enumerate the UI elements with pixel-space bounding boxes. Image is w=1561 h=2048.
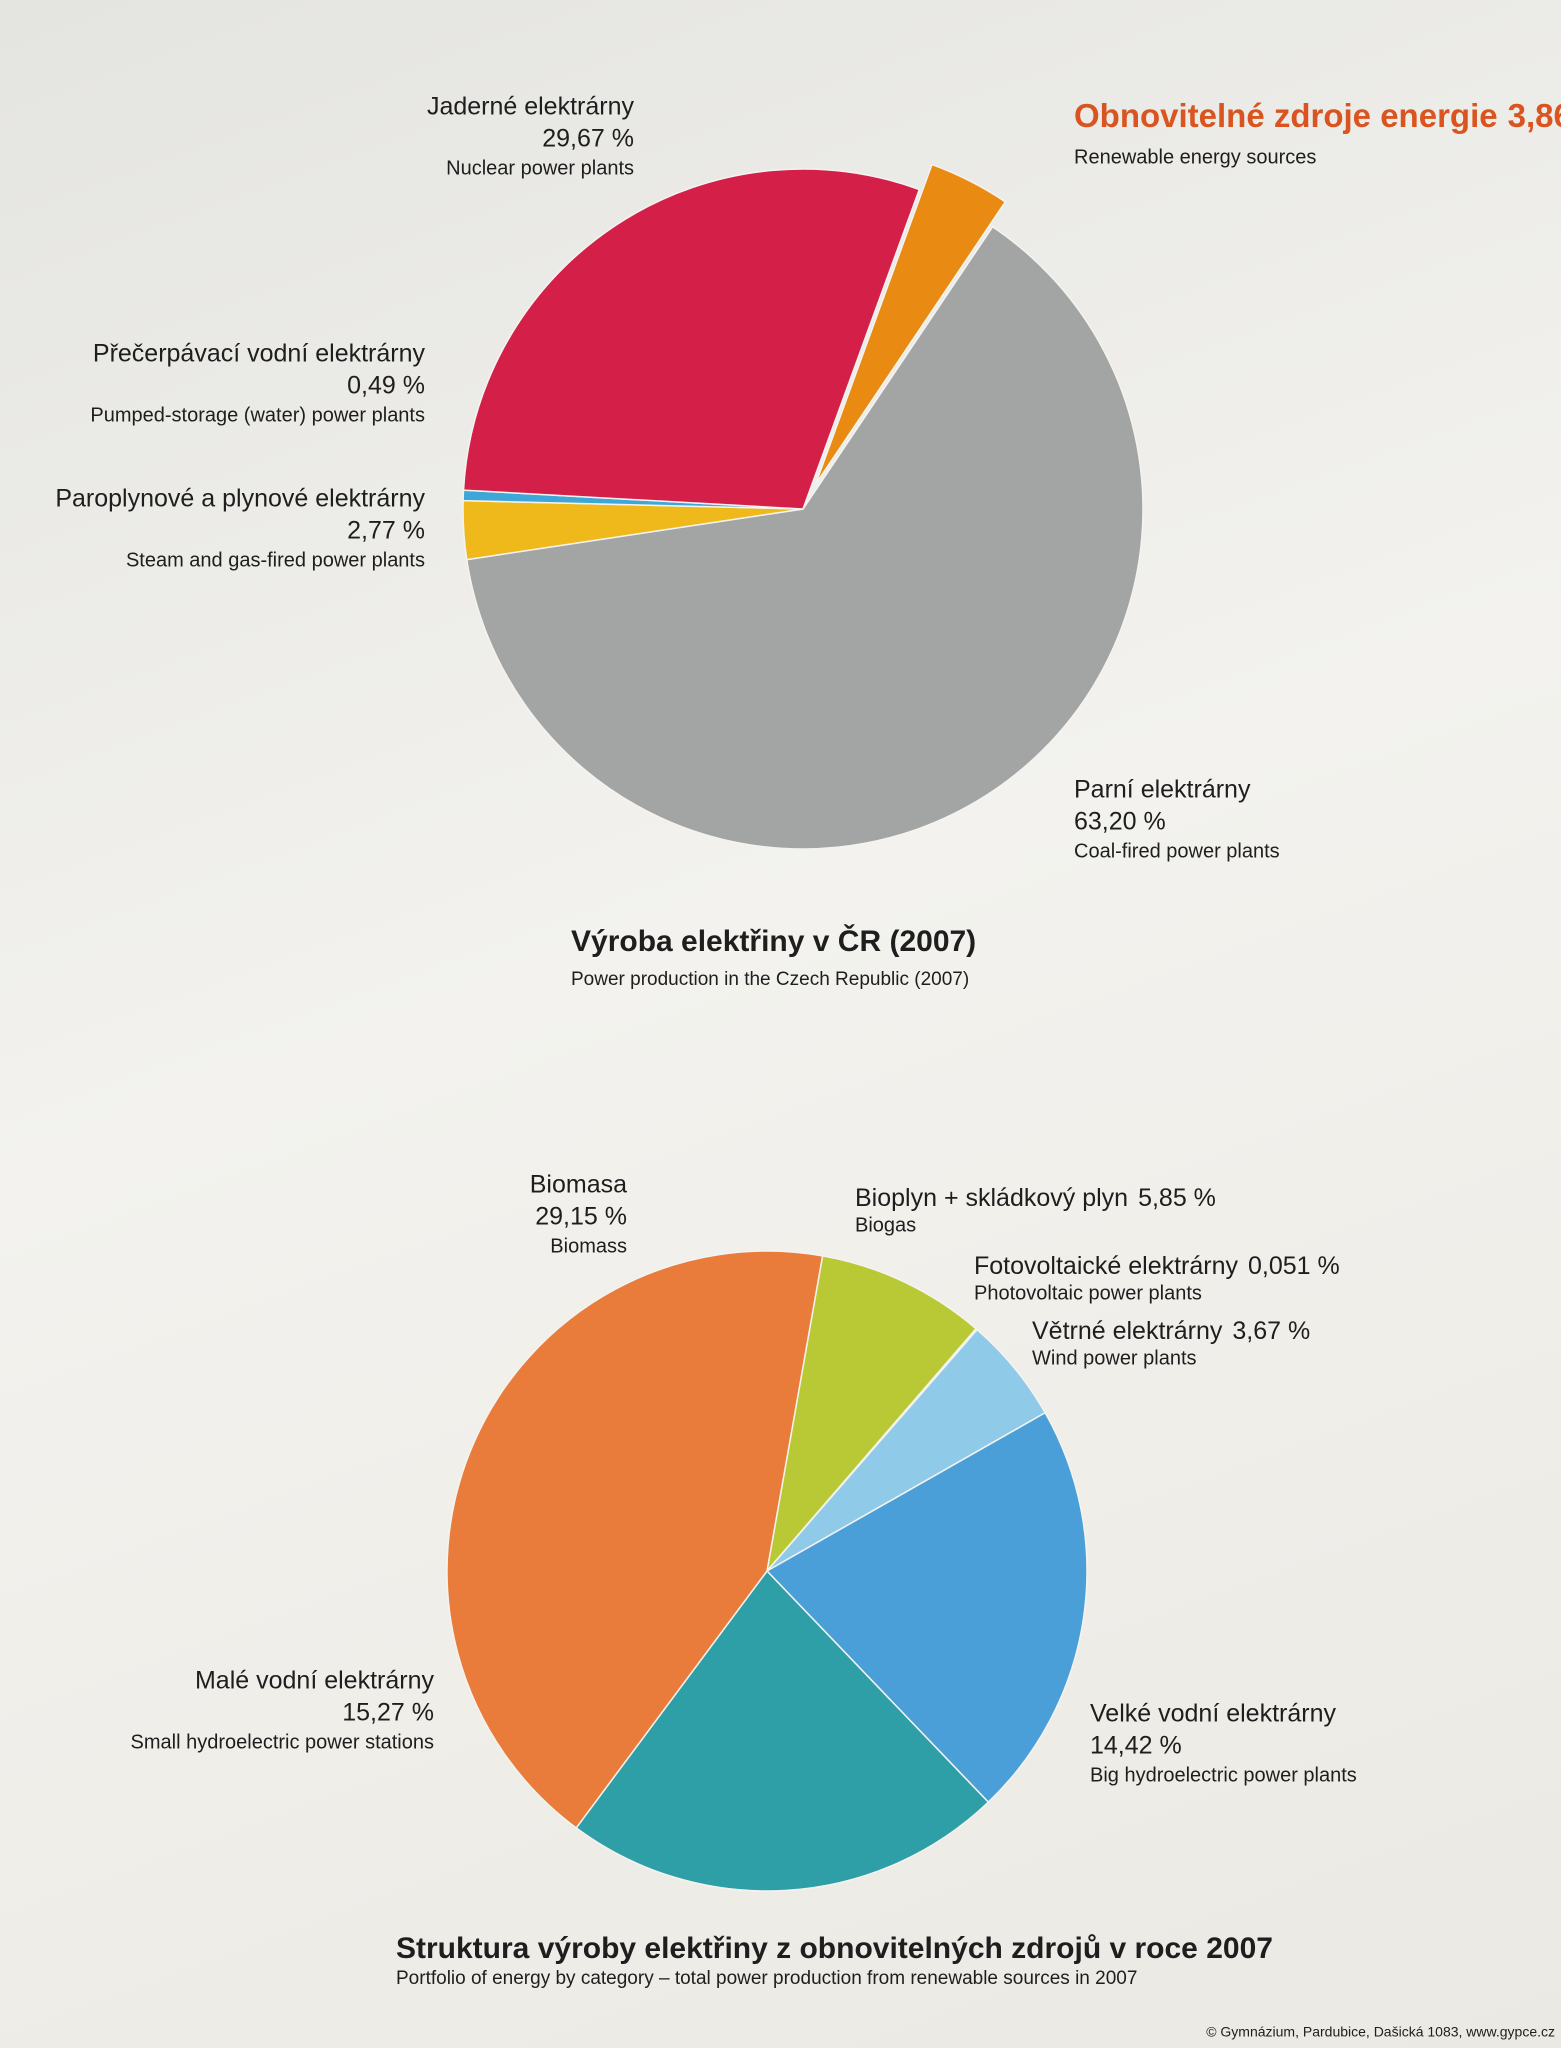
pie-slice — [814, 163, 1007, 485]
slice-name: Jaderné elektrárny — [427, 93, 635, 121]
slice-name-en: Biogas — [855, 1214, 916, 1236]
slice-label: Větrné elektrárny 3,67 % — [1032, 1317, 1310, 1345]
slice-name-en: Photovoltaic power plants — [974, 1282, 1202, 1304]
slice-value-label: 29,67 % — [542, 125, 634, 153]
pie-slice — [462, 168, 921, 510]
slice-name-en: Pumped-storage (water) power plants — [90, 404, 425, 426]
slice-name: Parní elektrárny — [1074, 776, 1251, 804]
slice-value-label: 5,85 % — [1138, 1184, 1216, 1212]
slice-label: Fotovoltaické elektrárny 0,051 % — [974, 1252, 1340, 1280]
slice-name: Paroplynové a plynové elektrárny — [55, 485, 425, 513]
slice-value-label: 29,15 % — [535, 1203, 627, 1231]
slice-label: Bioplyn + skládkový plyn 5,85 % — [855, 1184, 1216, 1212]
slice-name: Obnovitelné zdroje energie — [1074, 97, 1498, 134]
slice-value-label: 15,27 % — [342, 1699, 434, 1727]
pie-slice — [765, 1254, 978, 1574]
chart-title: Výroba elektřiny v ČR (2007) — [571, 924, 976, 958]
slice-name-en: Nuclear power plants — [446, 157, 634, 179]
slice-label: Obnovitelné zdroje energie 3,86 % — [1074, 97, 1561, 134]
chart-subtitle: Power production in the Czech Republic (… — [571, 969, 969, 990]
slice-name: Bioplyn + skládkový plyn — [855, 1184, 1128, 1212]
slice-name: Fotovoltaické elektrárny — [974, 1252, 1239, 1280]
slice-value-label: 2,77 % — [347, 517, 425, 545]
slice-value-label: 0,49 % — [347, 372, 425, 400]
slice-name: Velké vodní elektrárny — [1090, 1700, 1336, 1728]
footer: © Gymnázium, Pardubice, Dašická 1083, ww… — [1206, 2024, 1555, 2040]
pie-slice — [446, 1250, 824, 1829]
slice-name: Větrné elektrárny — [1032, 1317, 1223, 1345]
pie-slice — [465, 225, 1144, 850]
chart-subtitle: Portfolio of energy by category – total … — [396, 1968, 1137, 1989]
slice-name-en: Small hydroelectric power stations — [131, 1731, 434, 1753]
slice-value-label: 0,051 % — [1248, 1252, 1340, 1280]
slice-name-en: Biomass — [550, 1235, 627, 1257]
chart-title: Struktura výroby elektřiny z obnovitelný… — [396, 1932, 1273, 1965]
slice-value-label: 14,42 % — [1090, 1732, 1182, 1760]
slice-name-en: Renewable energy sources — [1074, 146, 1316, 168]
slice-name-en: Wind power plants — [1032, 1347, 1197, 1369]
slice-name-en: Steam and gas-fired power plants — [126, 549, 425, 571]
slice-name-en: Big hydroelectric power plants — [1090, 1764, 1357, 1786]
slice-name: Přečerpávací vodní elektrárny — [93, 340, 426, 368]
slice-name-en: Coal-fired power plants — [1074, 840, 1280, 862]
slice-name: Malé vodní elektrárny — [195, 1667, 435, 1695]
slice-value-label: 63,20 % — [1074, 808, 1166, 836]
pie-slice — [575, 1569, 990, 1892]
slice-value-label: 3,67 % — [1232, 1317, 1310, 1345]
slice-value-label: 3,86 % — [1508, 97, 1561, 134]
pie-slice — [765, 1411, 1088, 1804]
slice-name: Biomasa — [530, 1171, 627, 1199]
